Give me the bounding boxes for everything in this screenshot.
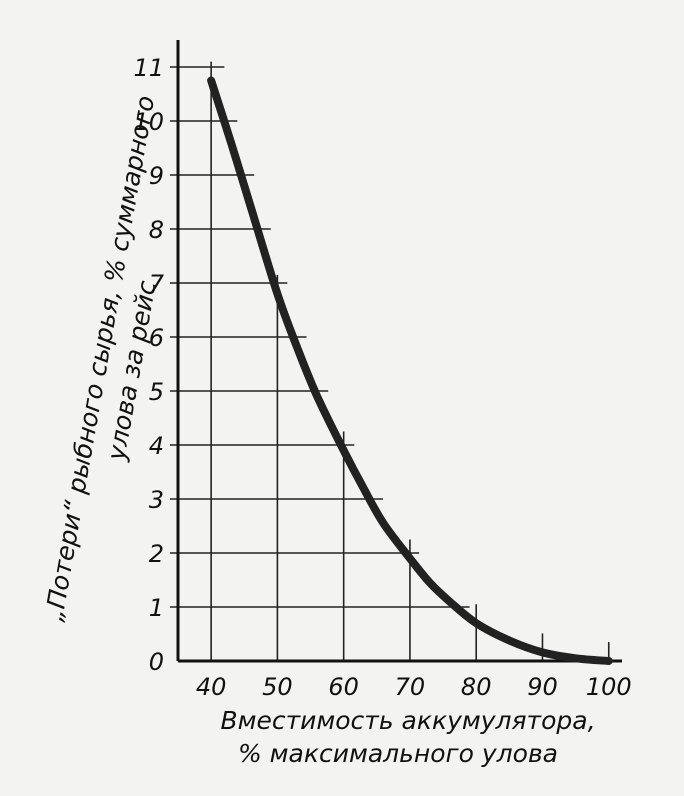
x-tick-label-80: 80	[461, 673, 492, 701]
y-tick-label-7: 7	[149, 270, 165, 298]
y-tick-label-5: 5	[149, 378, 164, 406]
x-axis-title-line-1: Вместимость аккумулятора,	[220, 706, 595, 735]
y-tick-label-9: 9	[149, 162, 164, 190]
y-tick-labels: 0 1 2 3 4 5 6 7 8 9 10 11	[133, 54, 164, 676]
y-tick-label-8: 8	[149, 216, 164, 244]
x-tick-label-50: 50	[262, 673, 293, 701]
x-tick-label-60: 60	[328, 673, 359, 701]
y-tick-label-2: 2	[149, 540, 164, 568]
x-tick-labels: 40 50 60 70 80 90 100	[196, 673, 632, 701]
y-tick-label-4: 4	[149, 432, 164, 460]
x-tick-label-90: 90	[527, 673, 558, 701]
x-axis-title-line-2: % максимального улова	[238, 739, 558, 768]
y-tick-label-6: 6	[149, 324, 164, 352]
y-tick-label-3: 3	[149, 486, 164, 514]
y-tick-label-0: 0	[149, 648, 164, 676]
x-tick-label-40: 40	[196, 673, 227, 701]
x-tick-label-100: 100	[586, 673, 632, 701]
y-tick-label-10: 10	[133, 108, 164, 136]
y-tick-label-1: 1	[149, 594, 164, 622]
y-tick-label-11: 11	[133, 54, 164, 82]
axes	[176, 40, 622, 663]
x-tick-label-70: 70	[395, 673, 426, 701]
loss-curve	[207, 76, 613, 665]
